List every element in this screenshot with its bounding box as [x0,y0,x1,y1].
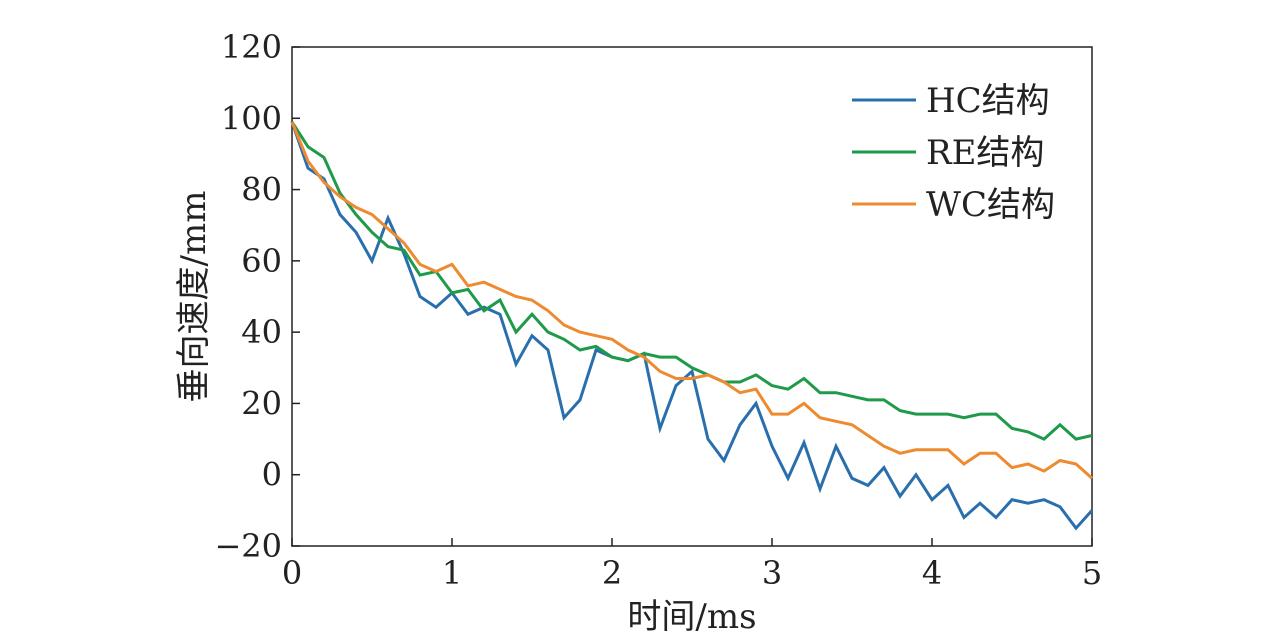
y-tick-label: 60 [241,242,282,280]
plot-area [291,46,1093,547]
y-axis-title: 垂向速度/mm [174,191,214,403]
y-tick-label: −20 [214,527,282,565]
y-tick-label: 20 [241,384,282,422]
y-tick-label: 120 [221,28,282,66]
y-tick-label: 80 [241,171,282,209]
legend-label-1: RE结构 [926,133,1044,173]
y-tick-label: 0 [262,456,282,494]
series-line-2 [290,121,1093,480]
legend-label-0: HC结构 [926,81,1050,121]
x-tick-label: 0 [282,554,302,592]
legend: HC结构 RE结构 WC结构 [852,81,1055,225]
x-tick-label: 3 [762,554,782,592]
plot-frame [291,46,1093,547]
x-tick-label: 4 [922,554,942,592]
x-axis-title: 时间/ms [627,597,756,637]
x-tick-label: 5 [1082,554,1102,592]
series-group [290,121,1094,531]
series-line-0 [290,121,1094,531]
series-line-1 [290,121,1093,441]
x-tick-label: 1 [442,554,462,592]
y-tick-label: 100 [221,99,282,137]
x-tick-label: 2 [602,554,622,592]
legend-label-2: WC结构 [926,185,1055,225]
y-tick-label: 40 [241,313,282,351]
